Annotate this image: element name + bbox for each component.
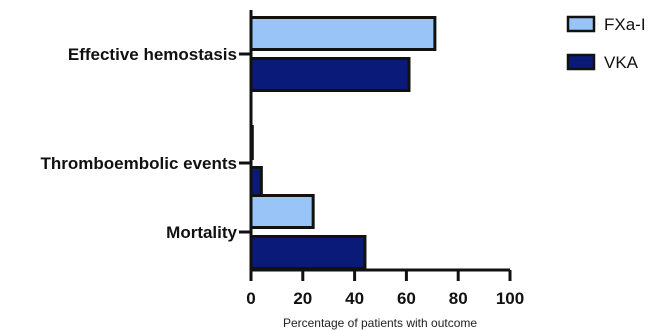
- legend: FXa-I VKA: [566, 15, 646, 72]
- x-axis-title: Percentage of patients with outcome: [283, 316, 477, 330]
- x-tick-label: 60: [397, 289, 416, 308]
- category-label: Effective hemostasis: [68, 45, 237, 64]
- bar-fxa-i-0: [249, 16, 437, 51]
- legend-swatch-vka: [566, 53, 596, 71]
- x-ticks: 0 20 40 60 80 100: [246, 270, 524, 308]
- legend-label: VKA: [604, 53, 639, 72]
- legend-swatch-fxa-i: [566, 15, 596, 33]
- legend-label: FXa-I: [604, 15, 646, 34]
- x-tick-label: 40: [345, 289, 364, 308]
- category-labels: Effective hemostasis Thromboembolic event…: [41, 45, 251, 242]
- category-label: Mortality: [166, 223, 237, 242]
- bar-fxa-i-2: [249, 194, 315, 229]
- category-label: Thromboembolic events: [41, 154, 237, 173]
- bar-vka-2: [249, 235, 367, 270]
- bars-layer: [249, 16, 437, 270]
- x-tick-label: 0: [246, 289, 255, 308]
- bar-vka-0: [249, 57, 411, 92]
- x-tick-label: 20: [293, 289, 312, 308]
- x-tick-label: 80: [449, 289, 468, 308]
- x-tick-label: 100: [496, 289, 524, 308]
